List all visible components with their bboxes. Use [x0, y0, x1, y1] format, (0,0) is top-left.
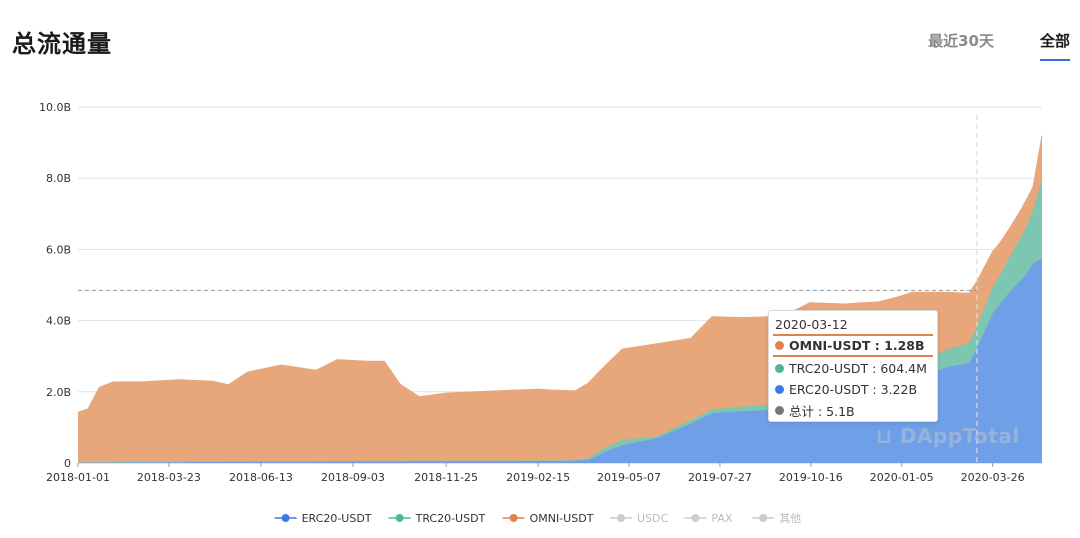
tooltip-row-erc20: ERC20-USDT : 3.22B — [775, 379, 933, 400]
legend-label: ERC20-USDT — [302, 512, 372, 525]
line-omni-usdt — [77, 135, 1043, 413]
tab-all[interactable]: 全部 — [1039, 30, 1070, 61]
tab-last-30-days[interactable]: 最近30天 — [928, 32, 994, 50]
hover-tooltip: 2020-03-12 OMNI-USDT : 1.28B TRC20-USDT … — [768, 310, 938, 422]
legend-item-pax[interactable]: PAX — [684, 512, 733, 525]
legend-label: PAX — [711, 512, 732, 525]
x-tick-label: 2018-09-03 — [321, 471, 385, 484]
omni-dot-icon — [775, 341, 784, 350]
tooltip-date: 2020-03-12 — [775, 317, 848, 332]
range-tabs: 最近30天 全部 — [882, 30, 1070, 61]
y-tick-label: 0 — [64, 457, 71, 470]
trc20-dot-icon — [775, 364, 784, 373]
x-tick-label: 2018-06-13 — [229, 471, 293, 484]
tooltip-row-trc20: TRC20-USDT : 604.4M — [775, 358, 933, 379]
y-tick-label: 8.0B — [46, 172, 71, 185]
x-tick-label: 2019-07-27 — [688, 471, 752, 484]
x-tick-label: 2019-02-15 — [506, 471, 570, 484]
hover-crosshair — [78, 115, 978, 463]
x-tick-label: 2019-05-07 — [597, 471, 661, 484]
legend-item-erc20-usdt[interactable]: ERC20-USDT — [274, 512, 372, 525]
x-tick-label: 2018-11-25 — [414, 471, 478, 484]
legend-label: USDC — [637, 512, 669, 525]
tooltip-erc20-value: ERC20-USDT : 3.22B — [789, 382, 918, 397]
y-tick-label: 10.0B — [39, 101, 71, 114]
x-tick-label: 2018-01-01 — [46, 471, 110, 484]
y-tick-label: 2.0B — [46, 386, 71, 399]
y-tick-label: 4.0B — [46, 315, 71, 328]
tooltip-total-value: 总计 : 5.1B — [789, 404, 855, 419]
x-tick-label: 2020-01-05 — [870, 471, 934, 484]
legend-item-其他[interactable]: 其他 — [752, 512, 801, 525]
tooltip-row-omni: OMNI-USDT : 1.28B — [773, 334, 933, 357]
x-tick-label: 2018-03-23 — [137, 471, 201, 484]
legend-item-trc20-usdt[interactable]: TRC20-USDT — [388, 512, 486, 525]
legend-label: 其他 — [779, 512, 801, 525]
legend-label: TRC20-USDT — [415, 512, 486, 525]
legend-item-omni-usdt[interactable]: OMNI-USDT — [502, 512, 594, 525]
page-title: 总流通量 — [12, 30, 112, 58]
legend-label: OMNI-USDT — [530, 512, 594, 525]
total-dot-icon — [775, 406, 784, 415]
y-tick-label: 6.0B — [46, 243, 71, 256]
erc20-dot-icon — [775, 385, 784, 394]
dapptotal-watermark: ⊔ DAppTotal — [876, 424, 1020, 448]
tooltip-trc20-value: TRC20-USDT : 604.4M — [789, 361, 927, 376]
x-axis: 2018-01-01 2018-03-23 2018-06-13 2018-09-03… — [46, 463, 1025, 484]
x-tick-label: 2019-10-16 — [779, 471, 843, 484]
x-tick-label: 2020-03-26 — [961, 471, 1025, 484]
y-axis: 0 2.0B 4.0B 6.0B 8.0B 10.0B — [39, 101, 71, 470]
legend-item-usdc[interactable]: USDC — [610, 512, 669, 525]
tooltip-omni-value: OMNI-USDT : 1.28B — [789, 338, 925, 353]
legend: ERC20-USDT TRC20-USDT OMNI-USDT USDC PAX 其他 — [274, 512, 801, 525]
tooltip-row-total: 总计 : 5.1B — [775, 400, 933, 421]
